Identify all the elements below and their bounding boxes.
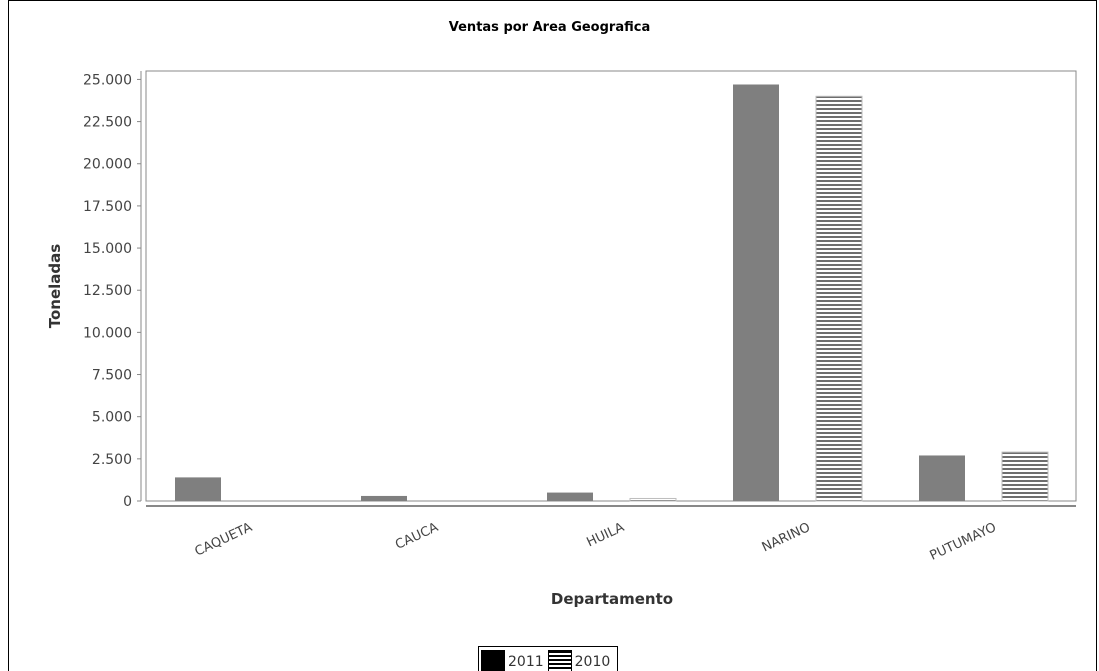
- y-tick-label: 25.000: [83, 72, 132, 88]
- bar-2011-cauca: [361, 495, 407, 501]
- y-tick-label: 5.000: [92, 410, 132, 426]
- y-tick-label: 22.500: [83, 115, 132, 131]
- bar-2010-putumayo: [1001, 451, 1049, 502]
- legend-swatch-2011: [481, 650, 505, 671]
- y-tick-label: 7.500: [92, 368, 132, 384]
- x-tick-label: HUILA: [584, 520, 626, 550]
- bar-2011-narino: [733, 84, 779, 501]
- x-tick-label: CAQUETA: [193, 520, 255, 560]
- y-tick-label: 10.000: [83, 325, 132, 341]
- y-axis-label: Toneladas: [46, 244, 64, 329]
- y-tick-label: 15.000: [83, 241, 132, 257]
- x-tick-label: NARINO: [760, 520, 813, 555]
- chart-title: Ventas por Area Geografica: [448, 20, 651, 35]
- bar-2011-caqueta: [175, 477, 221, 501]
- y-tick-label: 12.500: [83, 283, 132, 299]
- x-tick-label: PUTUMAYO: [928, 520, 999, 564]
- legend-swatch-2010: [547, 650, 572, 671]
- bar-2011-huila: [547, 492, 593, 501]
- bar-2010-huila: [629, 497, 677, 502]
- y-tick-label: 17.500: [83, 199, 132, 215]
- x-axis-label: Departamento: [551, 590, 673, 608]
- y-tick-label: 0: [123, 494, 132, 510]
- legend-label-2011: 2011: [508, 654, 544, 670]
- legend: 2011 2010: [478, 646, 619, 671]
- y-tick-label: 20.000: [83, 157, 132, 173]
- y-tick-label: 2.500: [92, 452, 132, 468]
- x-tick-label: CAUCA: [393, 520, 441, 553]
- plot-area: [145, 70, 1077, 502]
- legend-label-2010: 2010: [574, 654, 611, 670]
- bar-2010-narino: [815, 95, 863, 502]
- bar-2011-putumayo: [919, 455, 965, 501]
